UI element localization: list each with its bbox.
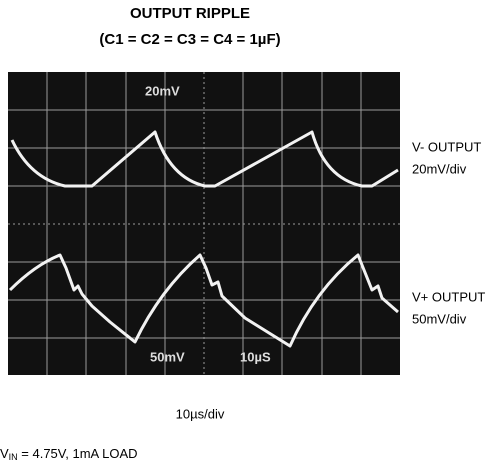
trace-scale: 20mV/div bbox=[412, 161, 467, 176]
scope-label: 20mV bbox=[145, 83, 180, 98]
time-scale: 10µs/div bbox=[176, 406, 225, 421]
scope-label: 50mV bbox=[150, 349, 185, 364]
v-plus-trace bbox=[8, 253, 399, 348]
v-minus-trace bbox=[10, 130, 399, 188]
trace-name: V- OUTPUT bbox=[412, 139, 481, 154]
scope-label: 10µS bbox=[240, 349, 271, 364]
title: OUTPUT RIPPLE bbox=[130, 5, 250, 22]
conditions-text: = 4.75V, 1mA LOAD bbox=[18, 446, 138, 461]
conditions-symbol: V bbox=[0, 446, 9, 461]
trace-name: V+ OUTPUT bbox=[412, 289, 485, 304]
conditions-subscript: IN bbox=[9, 452, 18, 462]
subtitle: (C1 = C2 = C3 = C4 = 1µF) bbox=[99, 31, 280, 48]
trace-scale: 50mV/div bbox=[412, 311, 467, 326]
conditions: VIN = 4.75V, 1mA LOAD bbox=[0, 446, 138, 462]
